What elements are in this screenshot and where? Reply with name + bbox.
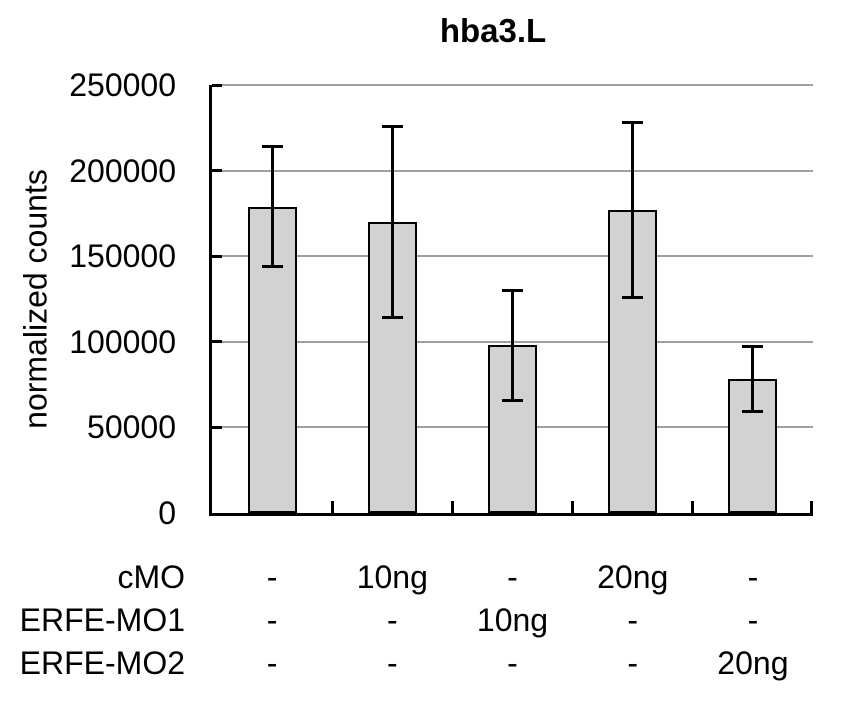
y-tick-label: 50000 (87, 409, 176, 446)
error-bar-cap-top (502, 288, 523, 292)
dose-cell: - (266, 602, 278, 638)
gridline (212, 84, 813, 86)
y-tick-label: 0 (158, 495, 176, 531)
dose-cell: - (627, 645, 639, 681)
error-bar-cap-bottom (622, 295, 644, 299)
error-bar-cap-bottom (502, 398, 523, 402)
error-bar-line (270, 146, 274, 267)
chart-title: hba3.L (439, 12, 547, 49)
x-axis-tick (571, 501, 575, 513)
dose-cell: - (627, 602, 639, 638)
error-bar-line (751, 346, 755, 412)
dose-cell: - (266, 559, 278, 595)
dose-cell: - (507, 645, 518, 681)
error-bar-cap-top (742, 345, 764, 349)
y-tick-label: 150000 (69, 238, 176, 275)
y-axis-tick (212, 169, 222, 173)
dose-cell: 10ng (356, 559, 428, 595)
dose-cell: - (386, 602, 398, 638)
y-axis-tick-labels: 0 50000 100000 150000 200000 250000 (0, 0, 176, 702)
dose-cell: - (747, 559, 759, 595)
dose-row-label: ERFE-MO1 (19, 602, 185, 638)
x-axis-tick (810, 501, 813, 513)
dose-cell: 20ng (597, 559, 669, 595)
dose-cell: - (386, 645, 398, 681)
error-bar-line (390, 126, 394, 318)
y-tick-label: 100000 (69, 323, 176, 360)
dose-cell: - (747, 602, 759, 638)
plot-area (209, 83, 813, 516)
dose-cell: 10ng (476, 602, 549, 638)
y-axis-tick (212, 340, 222, 344)
error-bar-cap-bottom (261, 264, 283, 268)
y-tick-label: 200000 (69, 152, 176, 189)
x-axis-tick (330, 501, 334, 513)
dose-row-label: ERFE-MO2 (19, 645, 185, 681)
x-axis-tick (691, 501, 695, 513)
error-bar-cap-bottom (742, 410, 764, 414)
error-bar-cap-top (622, 121, 644, 125)
gridline (212, 169, 813, 172)
y-axis-tick (212, 425, 222, 429)
error-bar-cap-top (381, 124, 403, 128)
dose-cell: - (266, 645, 278, 681)
error-bar-cap-top (261, 145, 283, 149)
dose-row-label: cMO (117, 559, 185, 595)
error-bar-cap-bottom (381, 316, 403, 320)
dose-cell: - (507, 559, 518, 595)
dose-cell: 20ng (717, 645, 789, 681)
x-axis-tick (450, 501, 454, 513)
error-bar-line (631, 122, 635, 298)
y-tick-label: 250000 (69, 67, 176, 103)
gridline (212, 255, 813, 258)
error-bar-line (511, 290, 514, 400)
y-axis-tick (212, 254, 222, 258)
y-axis-tick (212, 83, 222, 87)
